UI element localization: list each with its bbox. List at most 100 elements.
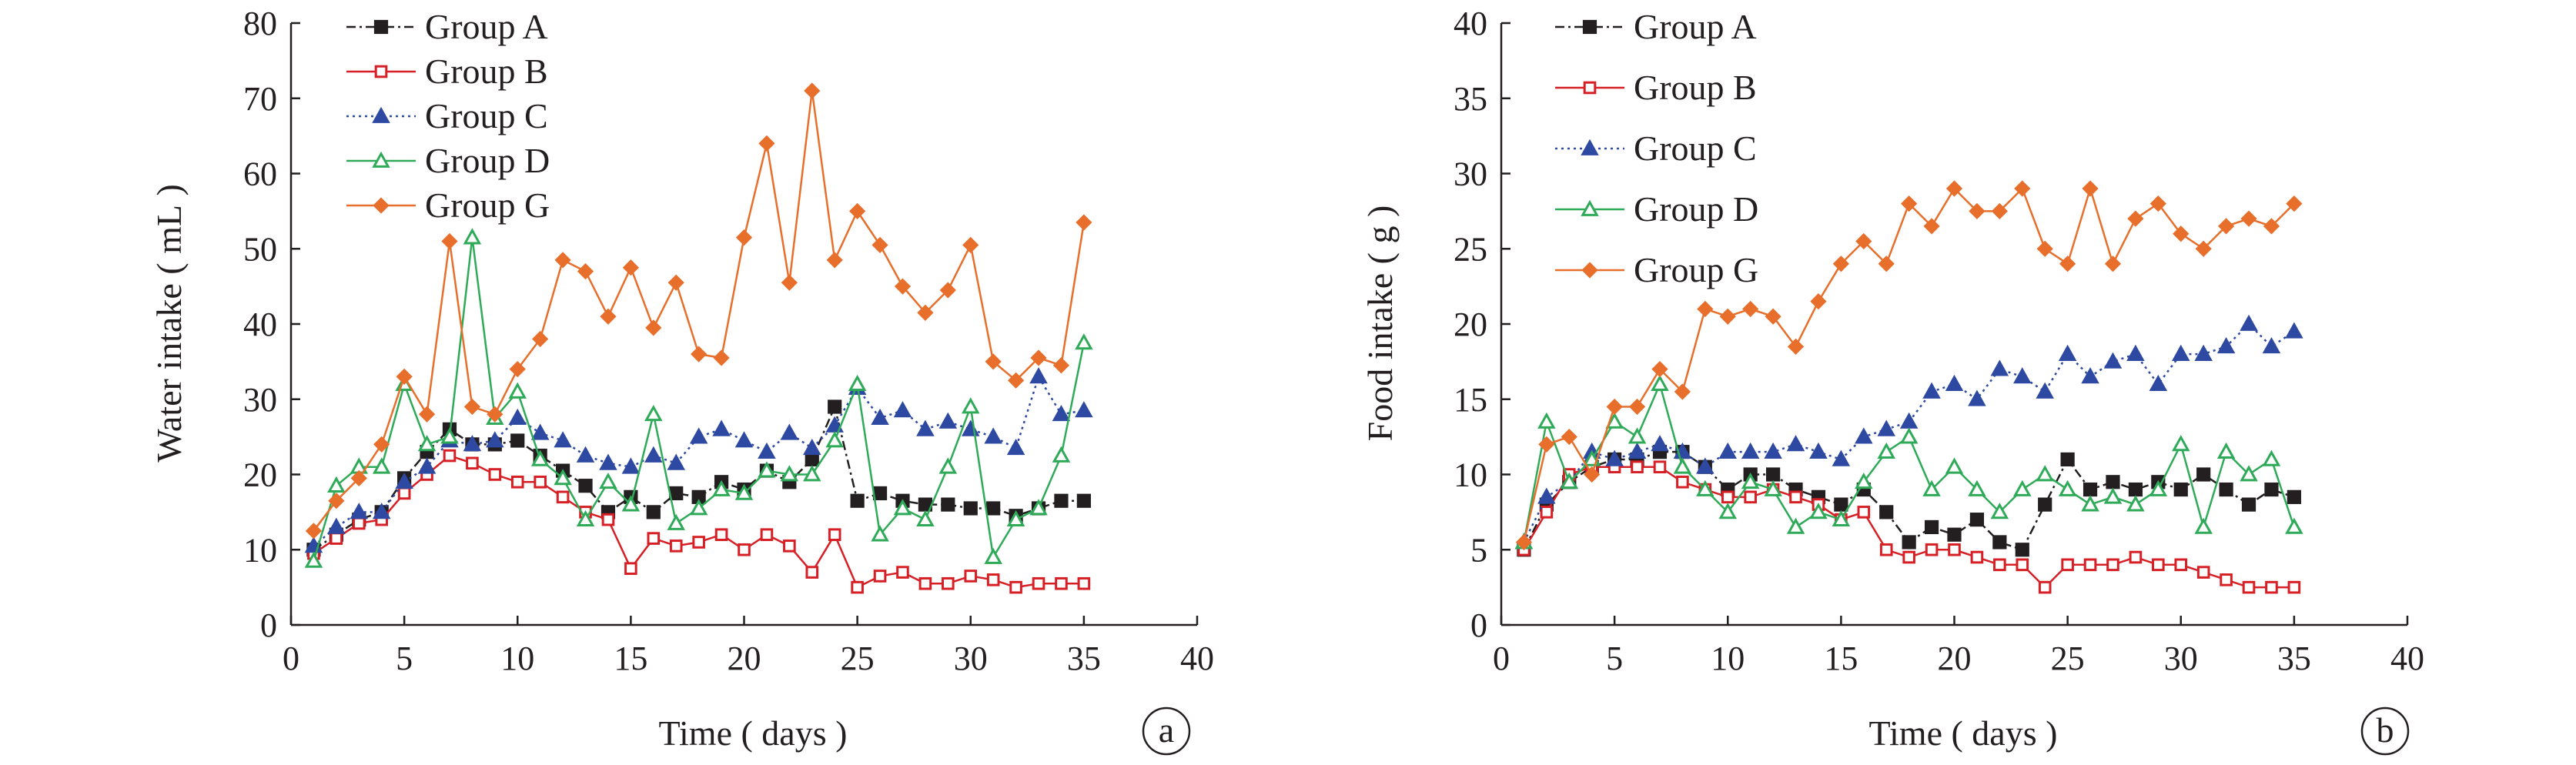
data-point [2127,210,2144,227]
data-point [508,382,527,399]
data-point [714,528,728,542]
data-point [2149,479,2168,496]
x-tick-label: 30 [954,640,988,677]
data-point [1968,479,1986,496]
data-point [1075,401,1093,418]
data-point [352,516,366,530]
data-point [1969,513,1985,527]
data-point [554,469,572,486]
data-point [916,509,935,527]
legend-label: Group G [425,185,550,225]
y-tick-label: 60 [243,155,277,193]
y-tick-label: 40 [243,306,277,343]
data-point [2106,475,2120,489]
data-point [645,319,662,336]
data-point [826,252,843,269]
data-point [397,486,411,500]
data-point [1537,487,1556,504]
data-point [1879,543,1893,556]
data-point [1857,506,1871,519]
x-tick-label: 0 [1493,640,1510,677]
y-tick-label: 10 [1454,456,1487,494]
data-point [463,228,482,245]
data-point [554,252,571,269]
data-point [1077,576,1091,590]
y-tick-label: 35 [1454,80,1487,118]
y-tick-label: 10 [243,531,277,569]
data-point [396,368,413,386]
data-point [1945,374,1964,392]
y-tick-label: 80 [243,5,277,42]
data-point [601,513,615,526]
data-point [918,576,932,590]
data-point [1809,442,1828,459]
data-point [644,405,663,422]
data-point [1515,533,1533,551]
panel-b: 0 5 10 15 20 25 30 35 40 0 5 10 15 20 25 30 35 40 Time ( d… [1360,5,2424,756]
y-tick-label: 5 [1470,531,1487,569]
data-point [530,423,550,440]
data-point [2104,256,2122,272]
data-point [938,457,958,474]
data-point [599,453,617,470]
data-point [2083,482,2098,497]
data-point [1741,442,1760,459]
data-point [305,523,323,540]
data-point [576,509,595,527]
data-point [689,427,708,444]
x-tick-label: 35 [1067,640,1101,677]
data-point [1832,509,1851,527]
data-point [372,503,391,519]
data-point [1764,479,1782,496]
data-point [621,457,641,474]
data-point [373,436,390,453]
data-point [1718,503,1737,519]
data-point [1789,490,1802,504]
data-point [1029,367,1048,384]
legend-label: Group G [1634,250,1758,289]
data-point [2128,482,2143,497]
data-point [2061,558,2074,572]
data-point [1809,503,1828,519]
data-point [894,278,912,295]
data-point [2194,517,2213,534]
data-point [1945,180,1963,197]
x-tick-label: 15 [1824,640,1858,677]
data-point [2152,558,2165,572]
y-tick-label: 20 [1454,306,1487,343]
legend-marker [1581,139,1599,155]
data-point [2036,240,2053,257]
data-point [828,399,842,414]
data-point [667,274,684,291]
data-point [1992,535,2007,550]
data-point [1878,256,1895,272]
data-point [576,446,595,463]
x-tick-label: 25 [2051,640,2085,677]
data-point [1674,383,1691,400]
y-axis-title: Food intake ( g ) [1360,205,1400,442]
legend-marker [1581,199,1599,216]
data-point [2058,344,2077,361]
data-point [2014,180,2031,197]
data-point [1651,361,1668,378]
data-point [1651,374,1669,392]
data-point [2082,180,2099,197]
data-point [1877,442,1895,459]
data-point [713,349,730,366]
legend-label: Group C [1634,129,1757,168]
data-point [2016,558,2029,572]
data-point [2262,337,2281,354]
data-point [962,236,979,253]
data-point [2172,435,2190,452]
data-point [1653,460,1667,474]
data-point [2216,337,2236,354]
data-point [873,570,887,583]
data-point [1628,398,1646,416]
data-point [2106,558,2119,572]
data-point [2195,240,2212,257]
data-point [2173,482,2188,497]
data-point [2103,352,2123,369]
data-point [372,457,391,474]
panel-letter-circle [2360,707,2410,756]
legend-label: Group B [425,52,548,91]
